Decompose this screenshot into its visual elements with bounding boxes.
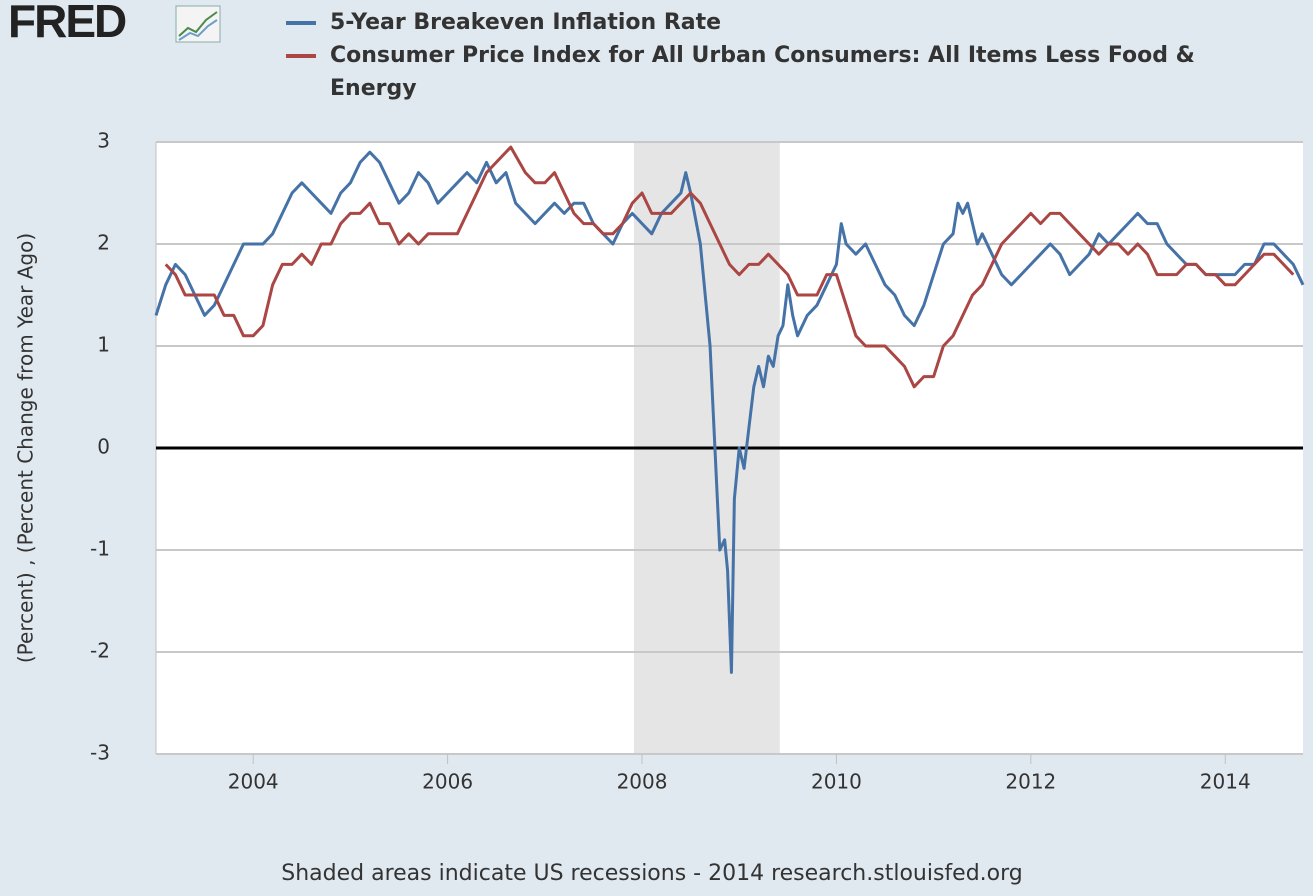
legend-entry: 5-Year Breakeven Inflation Rate (286, 6, 1286, 39)
y-tick-label: 1 (97, 333, 110, 357)
series-line (154, 150, 1305, 674)
y-tick-label: -3 (90, 741, 110, 765)
x-tick-label: 2004 (228, 770, 279, 794)
y-tick-label: 0 (97, 435, 110, 459)
logo-icon (175, 5, 221, 43)
legend-swatch (286, 21, 316, 25)
y-tick-label: 3 (97, 129, 110, 153)
y-axis-label: (Percent) , (Percent Change from Year Ag… (14, 233, 38, 663)
legend: 5-Year Breakeven Inflation Rate Consumer … (286, 6, 1286, 105)
x-tick-label: 2008 (617, 770, 668, 794)
x-tick-label: 2012 (1005, 770, 1056, 794)
legend-swatch (286, 54, 316, 58)
y-tick-label: -2 (90, 639, 110, 663)
y-tick-label: 2 (97, 231, 110, 255)
x-tick-label: 2006 (422, 770, 473, 794)
x-tick-label: 2010 (811, 770, 862, 794)
series-line (164, 145, 1295, 389)
legend-label: 5-Year Breakeven Inflation Rate (330, 10, 722, 35)
x-tick-label: 2014 (1200, 770, 1251, 794)
y-tick-label: -1 (90, 537, 110, 561)
legend-label: Consumer Price Index for All Urban Consu… (330, 43, 1195, 101)
logo: FRED (8, 0, 127, 47)
legend-entry: Consumer Price Index for All Urban Consu… (286, 39, 1286, 105)
source-note: Shaded areas indicate US recessions - 20… (281, 861, 1023, 886)
